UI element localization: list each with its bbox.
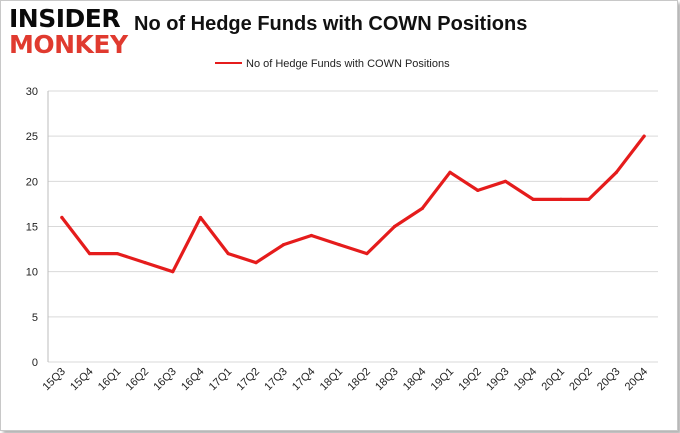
data-point <box>87 252 92 256</box>
x-tick-label: 17Q4 <box>290 366 318 394</box>
data-point <box>143 261 147 265</box>
data-point <box>503 179 508 183</box>
data-point <box>559 197 563 201</box>
data-point <box>614 170 619 174</box>
x-tick-label: 16Q2 <box>124 366 152 394</box>
x-tick-label: 18Q3 <box>373 366 401 394</box>
data-point <box>448 170 452 174</box>
gridlines <box>47 90 658 363</box>
x-tick-label: 20Q2 <box>567 366 595 394</box>
data-point <box>171 270 175 274</box>
series-layer <box>60 134 646 274</box>
data-point <box>420 206 424 211</box>
data-point <box>642 134 646 138</box>
y-tick-labels: 0 5 10 15 20 25 30 <box>26 86 38 369</box>
y-tick-label: 20 <box>26 176 38 188</box>
chart-title: No of Hedge Funds with COWN Positions <box>134 13 528 35</box>
data-point <box>254 261 258 265</box>
x-tick-label: 16Q4 <box>179 366 207 394</box>
x-tick-label: 15Q3 <box>40 366 68 394</box>
logo-line-2: MONKEY <box>9 30 128 59</box>
data-point <box>226 252 230 256</box>
data-point <box>282 242 286 247</box>
x-tick-label: 19Q4 <box>512 366 540 394</box>
x-tick-label: 19Q1 <box>429 366 457 394</box>
insider-monkey-logo: INSIDER MONKEY <box>9 4 128 59</box>
x-tick-label: 18Q1 <box>318 366 346 394</box>
x-tick-label: 15Q4 <box>68 366 96 394</box>
y-tick-label: 15 <box>26 222 38 234</box>
data-point <box>337 242 341 247</box>
x-tick-label: 20Q1 <box>540 366 568 394</box>
x-tick-label: 16Q3 <box>151 366 179 394</box>
y-tick-label: 0 <box>32 357 38 369</box>
data-point <box>392 224 397 229</box>
x-tick-label: 16Q1 <box>96 366 124 394</box>
x-tick-label: 19Q2 <box>456 366 484 394</box>
data-point <box>587 197 591 201</box>
data-point <box>476 188 480 192</box>
y-tick-label: 10 <box>26 267 38 279</box>
legend-label: No of Hedge Funds with COWN Positions <box>246 58 450 70</box>
data-point <box>115 252 119 256</box>
x-tick-label: 19Q3 <box>484 366 512 394</box>
x-tick-label: 17Q1 <box>207 366 235 394</box>
x-tick-label: 17Q2 <box>235 366 263 394</box>
y-tick-label: 25 <box>26 131 38 143</box>
x-tick-labels: 15Q3 15Q4 16Q1 16Q2 16Q3 16Q4 17Q1 17Q2 17Q3 17Q4… <box>40 366 650 394</box>
data-point <box>198 215 203 220</box>
data-point <box>309 233 314 238</box>
y-tick-label: 5 <box>32 312 38 324</box>
y-tick-label: 30 <box>26 86 38 98</box>
legend: No of Hedge Funds with COWN Positions <box>215 58 450 70</box>
series-line-0 <box>60 134 646 274</box>
x-tick-label: 18Q2 <box>345 366 373 394</box>
data-point <box>365 252 369 256</box>
x-tick-label: 18Q4 <box>401 366 429 394</box>
data-point <box>531 197 535 201</box>
data-point <box>60 215 64 220</box>
logo-line-1: INSIDER <box>9 4 121 33</box>
x-tick-label: 20Q3 <box>595 366 623 394</box>
x-tick-label: 17Q3 <box>262 366 290 394</box>
x-tick-label: 20Q4 <box>623 366 651 394</box>
